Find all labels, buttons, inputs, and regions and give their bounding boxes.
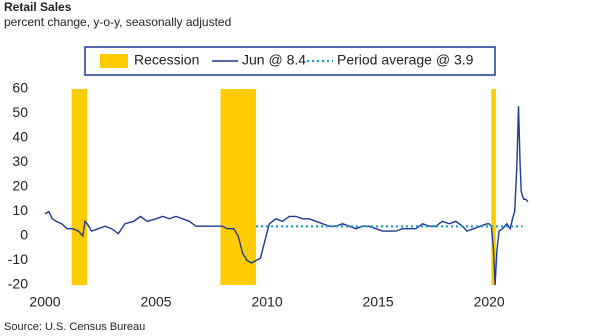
y-tick-label: 20: [12, 178, 28, 194]
legend-label: Period average @ 3.9: [337, 52, 474, 68]
y-tick-label: 50: [12, 104, 28, 120]
chart-subtitle: percent change, y-o-y, seasonally adjust…: [4, 15, 231, 29]
x-tick-label: 2020: [474, 294, 505, 310]
x-tick-label: 2015: [363, 294, 394, 310]
y-tick-label: 60: [12, 80, 28, 96]
data-line: [44, 106, 529, 286]
legend-box: [84, 46, 496, 76]
recession-band: [491, 89, 496, 285]
y-tick-label: 40: [12, 129, 28, 145]
x-tick-label: 2000: [29, 294, 60, 310]
x-tick-label: 2010: [251, 294, 282, 310]
y-tick-label: 0: [20, 227, 28, 243]
y-tick-label: 10: [12, 202, 28, 218]
legend-swatch: [100, 54, 128, 68]
y-tick-label: -10: [8, 251, 28, 267]
legend-label: Recession: [134, 52, 199, 68]
legend: Recession Jun @ 8.4 Period average @ 3.9: [100, 52, 474, 68]
x-tick-label: 2005: [140, 294, 171, 310]
recession-band: [71, 89, 88, 285]
chart-title: Retail Sales: [4, 0, 72, 14]
legend-label: Jun @ 8.4: [242, 52, 306, 68]
y-tick-label: 30: [12, 153, 28, 169]
recession-band: [220, 89, 256, 285]
source-note: Source: U.S. Census Bureau: [4, 321, 145, 333]
y-tick-label: -20: [8, 276, 28, 292]
